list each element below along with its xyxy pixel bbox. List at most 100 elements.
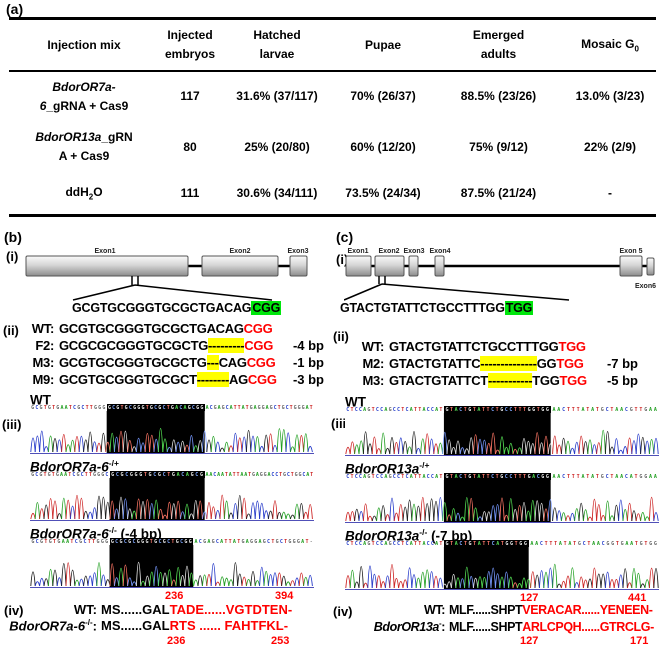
allele-seq: GTACTGTATTCTGCCTTTGG (389, 339, 559, 354)
residue-number: 171 (630, 635, 649, 647)
protein-seq: MS......GAL (101, 618, 170, 634)
allele-row: M3: GCGTGCGGGTGCGCTG --- CAG CGG -1 bp (24, 355, 330, 372)
trace-label: WT (345, 394, 366, 410)
table-row: BdorOR7a- 6_gRNA + Cas9 117 31.6% (37/11… (9, 71, 656, 121)
col-header-mosaic-g0: Mosaic G0 (564, 18, 656, 72)
target-sequence-c: GTACTGTATTCTGCCTTTGGTGG (340, 301, 534, 315)
table-row: ddH2O 111 30.6% (34/111) 73.5% (24/34) 8… (9, 173, 656, 215)
cell-hatched: 31.6% (37/117) (236, 89, 318, 104)
protein-seq: MLF......SHPT (449, 620, 523, 635)
protein-row-mutant: BdorOR13a-: MLF......SHPT ARLCPQH......GTR… (332, 619, 654, 634)
cell-emerged: 87.5% (21/24) (460, 185, 537, 200)
allele-alignment-c: WT: GTACTGTATTCTGCCTTTGG TGG M2: GTACTGTATT… (352, 339, 644, 390)
deletion-dashes: ----------- (487, 373, 533, 388)
allele-seq: GCGTGCGGGTGCGCT (59, 372, 197, 387)
indel-size: -1 bp (292, 355, 324, 370)
exon-label: Exon2 (378, 248, 399, 255)
cell-emerged: 75% (9/12) (469, 139, 528, 154)
indel-size: -5 bp (606, 373, 638, 388)
protein-alignment-b: 236 394 WT: MS......GAL TADE......VGTDTEN-… (2, 590, 330, 650)
allele-label: M3: (32, 355, 55, 370)
allele-seq: GCGTGCGGGTGCGCTG (59, 355, 207, 370)
protein-seq: MLF......SHPT (449, 603, 523, 617)
allele-row: M3: GTACTGTATTCT ----------- TGG TGG -5 bp (352, 373, 644, 390)
panel-c-ii-label: (ii) (333, 329, 349, 344)
col-header-emerged-adults: Emerged adults (433, 18, 564, 72)
protein-seq-mutant-region: RTS ...... FAHTFKL- (169, 618, 289, 634)
allele-seq: GTACTGTATTCT (389, 373, 488, 388)
protein-seq-mutant-region: VERACAR......YENEEN- (522, 603, 653, 617)
residue-number: 253 (271, 635, 290, 647)
protospacer-seq: GTACTGTATTCTGCCTTTGG (340, 301, 505, 315)
cell-hatched: 25% (20/80) (244, 139, 310, 154)
deletion-dashes: --- (206, 355, 219, 370)
allele-seq: GCGTGCGGGTGCGCTGACAG (59, 321, 244, 336)
pam-highlight: TGG (504, 301, 534, 315)
allele-label: M2: (362, 356, 385, 371)
exon-box (646, 257, 655, 276)
protein-label: WT: (423, 603, 445, 617)
grna-site-tick (378, 276, 386, 284)
protein-row-wt: WT: MS......GAL TADE......VGTDTEN- (2, 602, 292, 617)
exon-label: Exon6 (635, 283, 656, 290)
exon-box (408, 255, 419, 277)
exon-label: Exon1 (347, 248, 368, 255)
cell-injected: 111 (180, 185, 200, 200)
deletion-dashes: --------- (208, 338, 245, 353)
cell-pupae: 70% (26/37) (350, 89, 416, 104)
cell-mosaic: - (608, 185, 612, 200)
protein-label: BdorOR13a-: (373, 619, 446, 635)
col-header-pupae: Pupae (333, 18, 433, 72)
residue-number: 394 (275, 590, 294, 602)
allele-seq: GTACTGTATTC (389, 356, 481, 371)
pam-red: TGG (558, 339, 586, 354)
panel-b-i-label: (i) (6, 249, 19, 264)
cell-injected: 80 (183, 139, 197, 154)
allele-row: WT: GCGTGCGGGTGCGCTGACAG CGG (24, 321, 330, 338)
panel-c-iv-label: (iv) (333, 604, 353, 619)
pam-red: TGG (559, 373, 588, 388)
allele-label: M9: (32, 372, 55, 387)
cell-mosaic: 22% (2/9) (583, 139, 637, 154)
protein-label: BdorOR7a-6-/-: (9, 618, 97, 634)
protein-label: WT: (73, 602, 97, 617)
residue-number: 127 (520, 592, 539, 604)
exon-label: Exon1 (94, 248, 115, 255)
exon-box (201, 255, 279, 277)
allele-row: M9: GCGTGCGGGTGCGCT -------- AG CGG -3 bp (24, 372, 330, 389)
allele-label: M3: (362, 373, 385, 388)
exon-label: Exon3 (403, 248, 424, 255)
col-header-hatched-larvae: Hatched larvae (221, 18, 333, 72)
exon-label: Exon2 (229, 248, 250, 255)
trace-label: BdorOR7a-6-/- (-4 bp) (30, 525, 162, 542)
protein-row-mutant: BdorOR7a-6-/-: MS......GAL RTS ...... FAHT… (2, 618, 288, 633)
pam-red: CGG (246, 355, 276, 370)
chromatogram-svg (30, 478, 314, 522)
chromatogram-svg (30, 411, 314, 455)
chromatogram-svg (345, 413, 659, 457)
allele-row: WT: GTACTGTATTCTGCCTTTGG TGG (352, 339, 644, 356)
pam-red: CGG (247, 372, 277, 387)
trace-label: BdorOR7a-6-/+ (30, 458, 119, 475)
pam-red: CGG (244, 338, 274, 353)
trace-label: BdorOR13a-/- (-7 bp) (345, 527, 473, 544)
residue-number: 236 (167, 635, 186, 647)
injection-table: Injection mix Injected embryos Hatched lar… (9, 17, 656, 217)
